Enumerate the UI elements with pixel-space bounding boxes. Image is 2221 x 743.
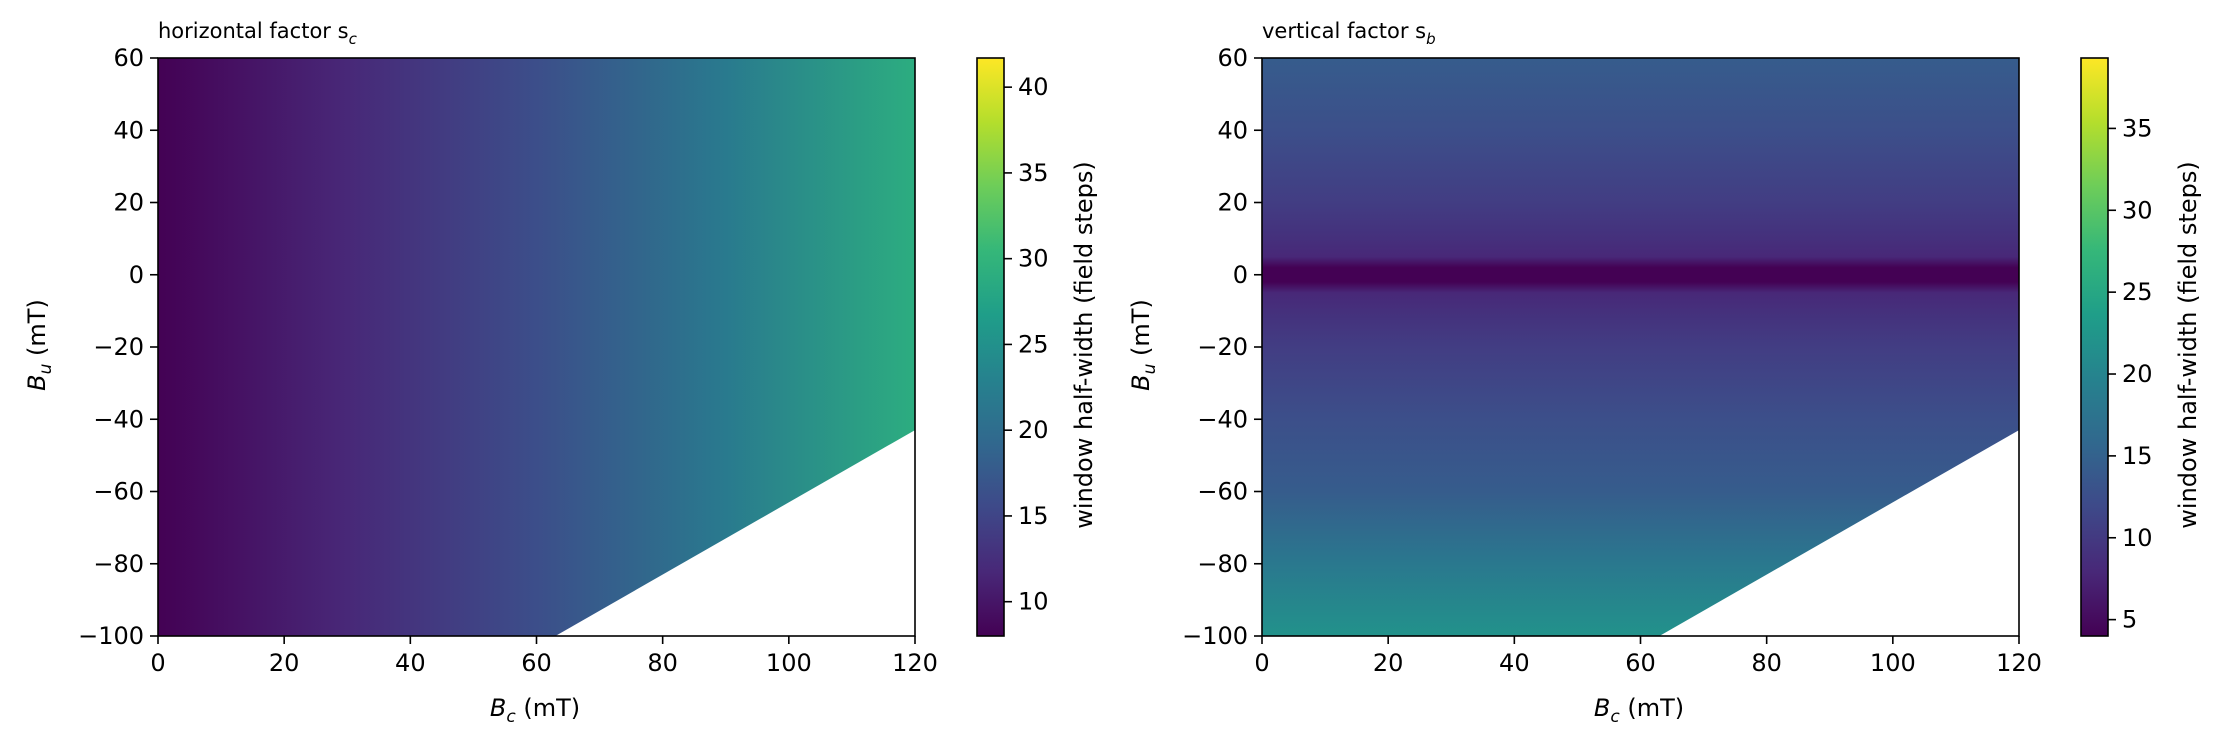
y-tick-label: 20 <box>113 189 144 217</box>
x-tick-label: 100 <box>1870 649 1916 677</box>
x-axis-label: Bc (mT) <box>1594 694 1684 727</box>
y-tick-label: −100 <box>78 622 144 650</box>
colorbar-gradient <box>977 58 1004 636</box>
y-tick-label: −60 <box>93 478 144 506</box>
x-tick-label: 60 <box>521 649 552 677</box>
colorbar-frame <box>976 57 1005 637</box>
colorbar-gradient <box>2081 58 2108 636</box>
y-tick-label: −40 <box>93 405 144 433</box>
colorbar-label: window half-width (field steps) <box>1070 161 1098 528</box>
heatmap-plot-area <box>1261 57 2020 637</box>
x-tick-label: 80 <box>647 649 678 677</box>
x-tick-label: 0 <box>150 649 165 677</box>
y-tick-label: −20 <box>1197 333 1248 361</box>
x-tick-label: 20 <box>1373 649 1404 677</box>
x-tick-label: 40 <box>1499 649 1530 677</box>
masked-region <box>1659 430 2019 636</box>
chart-title: vertical factor sb <box>1262 19 1436 48</box>
colorbar-tick-label: 20 <box>1018 416 1049 444</box>
y-tick-label: 60 <box>1217 44 1248 72</box>
y-tick-label: 40 <box>1217 116 1248 144</box>
colorbar-tick-label: 40 <box>1018 73 1049 101</box>
x-tick-label: 100 <box>766 649 812 677</box>
colorbar-tick-label: 10 <box>2122 524 2153 552</box>
x-tick-label: 0 <box>1254 649 1269 677</box>
y-tick-label: −80 <box>1197 550 1248 578</box>
colorbar-tick-label: 20 <box>2122 360 2153 388</box>
x-tick-label: 40 <box>395 649 426 677</box>
y-tick-label: 20 <box>1217 189 1248 217</box>
panel-vertical-factor: vertical factor sb 0 20 40 60 80 100 120 60402… <box>1127 19 2202 727</box>
x-tick-label: 80 <box>1751 649 1782 677</box>
y-tick-label: 0 <box>129 261 144 289</box>
y-tick-label: −100 <box>1182 622 1248 650</box>
x-axis: 0 20 40 60 80 100 120 <box>1254 636 2042 677</box>
y-tick-label: −20 <box>93 333 144 361</box>
y-tick-label: −80 <box>93 550 144 578</box>
colorbar-frame <box>2080 57 2109 637</box>
colorbar: 10 15 20 25 30 35 40 <box>976 57 1049 637</box>
colorbar-tick-label: 15 <box>1018 502 1049 530</box>
masked-region <box>555 430 915 636</box>
y-axis-label: Bu (mT) <box>1127 299 1160 391</box>
colorbar-tick-label: 10 <box>1018 588 1049 616</box>
heatmap-plot-area <box>157 57 916 637</box>
colorbar-tick-label: 30 <box>1018 245 1049 273</box>
y-axis: 60 40 20 0 −20 −40 −60 −80 −100 <box>78 44 158 650</box>
colorbar-tick-label: 35 <box>2122 114 2153 142</box>
x-tick-label: 120 <box>892 649 938 677</box>
colorbar-tick-label: 5 <box>2122 606 2137 634</box>
panel-horizontal-factor: horizontal factor sc 0 20 40 60 80 100 120 604… <box>23 19 1098 727</box>
colorbar-tick-label: 25 <box>2122 278 2153 306</box>
y-tick-label: 60 <box>113 44 144 72</box>
y-tick-label: 40 <box>113 116 144 144</box>
colorbar: 5 10 15 20 25 30 35 <box>2080 57 2153 637</box>
colorbar-tick-label: 25 <box>1018 330 1049 358</box>
y-tick-label: −40 <box>1197 405 1248 433</box>
x-tick-label: 60 <box>1625 649 1656 677</box>
chart-title: horizontal factor sc <box>158 19 358 48</box>
x-tick-label: 20 <box>269 649 300 677</box>
x-axis-label: Bc (mT) <box>490 694 580 727</box>
y-axis: 60 40 20 0 −20 −40 −60 −80 −100 <box>1182 44 1262 650</box>
colorbar-tick-label: 15 <box>2122 442 2153 470</box>
colorbar-tick-label: 35 <box>1018 159 1049 187</box>
x-tick-label: 120 <box>1996 649 2042 677</box>
colorbar-tick-label: 30 <box>2122 196 2153 224</box>
y-tick-label: −60 <box>1197 478 1248 506</box>
y-tick-label: 0 <box>1233 261 1248 289</box>
colorbar-label: window half-width (field steps) <box>2174 161 2202 528</box>
y-axis-label: Bu (mT) <box>23 299 56 391</box>
x-axis: 0 20 40 60 80 100 120 <box>150 636 938 677</box>
